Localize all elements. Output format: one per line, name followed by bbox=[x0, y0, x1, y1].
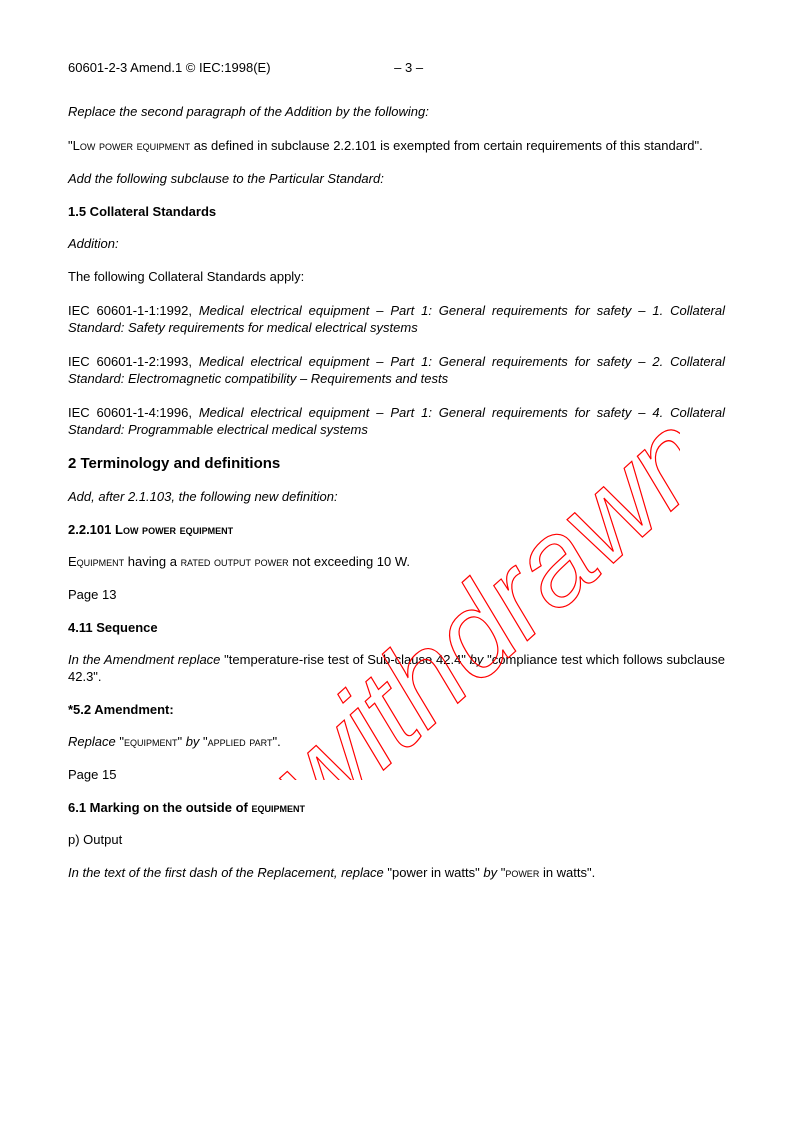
page-number: – 3 – bbox=[394, 60, 423, 75]
text: L bbox=[115, 522, 123, 537]
heading-4-11: 4.11 Sequence bbox=[68, 620, 725, 635]
doc-number: 60601-2-3 Amend.1 © IEC:1998(E) bbox=[68, 60, 271, 75]
page-header: 60601-2-3 Amend.1 © IEC:1998(E) – 3 – bbox=[68, 60, 725, 75]
small-caps-text: equipment bbox=[124, 734, 178, 749]
instruction-replace-paragraph: Replace the second paragraph of the Addi… bbox=[68, 103, 725, 121]
instruction-text: In the Amendment replace bbox=[68, 652, 220, 667]
equipment-definition: Equipment having a rated output power no… bbox=[68, 553, 725, 571]
instruction-text: by bbox=[483, 865, 497, 880]
text: " bbox=[116, 734, 124, 749]
ref-code: IEC 60601-1-2:1993, bbox=[68, 354, 199, 369]
heading-5-2: *5.2 Amendment: bbox=[68, 702, 725, 717]
heading-2-2-101: 2.2.101 Low power equipment bbox=[68, 522, 725, 537]
text: ". bbox=[272, 734, 280, 749]
text: " bbox=[177, 734, 185, 749]
heading-1-5: 1.5 Collateral Standards bbox=[68, 204, 725, 219]
amendment-5-2-text: Replace "equipment" by "applied part". bbox=[68, 733, 725, 751]
collateral-intro: The following Collateral Standards apply… bbox=[68, 268, 725, 286]
text: in watts". bbox=[539, 865, 595, 880]
text: as defined in subclause 2.2.101 is exemp… bbox=[190, 138, 703, 153]
instruction-add-definition: Add, after 2.1.103, the following new de… bbox=[68, 488, 725, 506]
text: not exceeding 10 W. bbox=[289, 554, 410, 569]
heading-text: 6.1 Marking on the outside of bbox=[68, 800, 251, 815]
instruction-text: In the text of the first dash of the Rep… bbox=[68, 865, 384, 880]
heading-6-1: 6.1 Marking on the outside of equipment bbox=[68, 800, 725, 815]
instruction-text: by bbox=[470, 652, 484, 667]
reference-1: IEC 60601-1-1:1992, Medical electrical e… bbox=[68, 302, 725, 337]
text: having a bbox=[124, 554, 180, 569]
text: "L bbox=[68, 138, 80, 153]
addition-label: Addition: bbox=[68, 235, 725, 253]
page-ref-13: Page 13 bbox=[68, 586, 725, 604]
instruction-add-subclause: Add the following subclause to the Parti… bbox=[68, 170, 725, 188]
quoted-text: "power in watts" bbox=[384, 865, 484, 880]
instruction-text: by bbox=[186, 734, 200, 749]
page-ref-15: Page 15 bbox=[68, 766, 725, 784]
text: " bbox=[199, 734, 207, 749]
quoted-text: "temperature-rise test of Sub-clause 42.… bbox=[220, 652, 469, 667]
small-caps-text: quipment bbox=[77, 554, 125, 569]
instruction-text: Replace bbox=[68, 734, 116, 749]
small-caps-text: applied part bbox=[208, 734, 273, 749]
low-power-exemption-text: "Low power equipment as defined in subcl… bbox=[68, 137, 725, 155]
ref-code: IEC 60601-1-4:1996, bbox=[68, 405, 199, 420]
heading-2: 2 Terminology and definitions bbox=[68, 455, 725, 472]
small-caps-text: ow power equipment bbox=[123, 522, 233, 537]
text: E bbox=[68, 554, 77, 569]
reference-2: IEC 60601-1-2:1993, Medical electrical e… bbox=[68, 353, 725, 388]
clause-number: 2.2.101 bbox=[68, 522, 115, 537]
reference-3: IEC 60601-1-4:1996, Medical electrical e… bbox=[68, 404, 725, 439]
document-page: 60601-2-3 Amend.1 © IEC:1998(E) – 3 – Re… bbox=[0, 0, 793, 958]
sequence-instruction: In the Amendment replace "temperature-ri… bbox=[68, 651, 725, 686]
small-caps-text: equipment bbox=[251, 800, 305, 815]
marking-instruction: In the text of the first dash of the Rep… bbox=[68, 864, 725, 882]
output-label: p) Output bbox=[68, 831, 725, 849]
small-caps-text: rated output power bbox=[181, 554, 289, 569]
small-caps-text: ow power equipment bbox=[80, 138, 190, 153]
small-caps-text: power bbox=[505, 865, 539, 880]
ref-code: IEC 60601-1-1:1992, bbox=[68, 303, 199, 318]
